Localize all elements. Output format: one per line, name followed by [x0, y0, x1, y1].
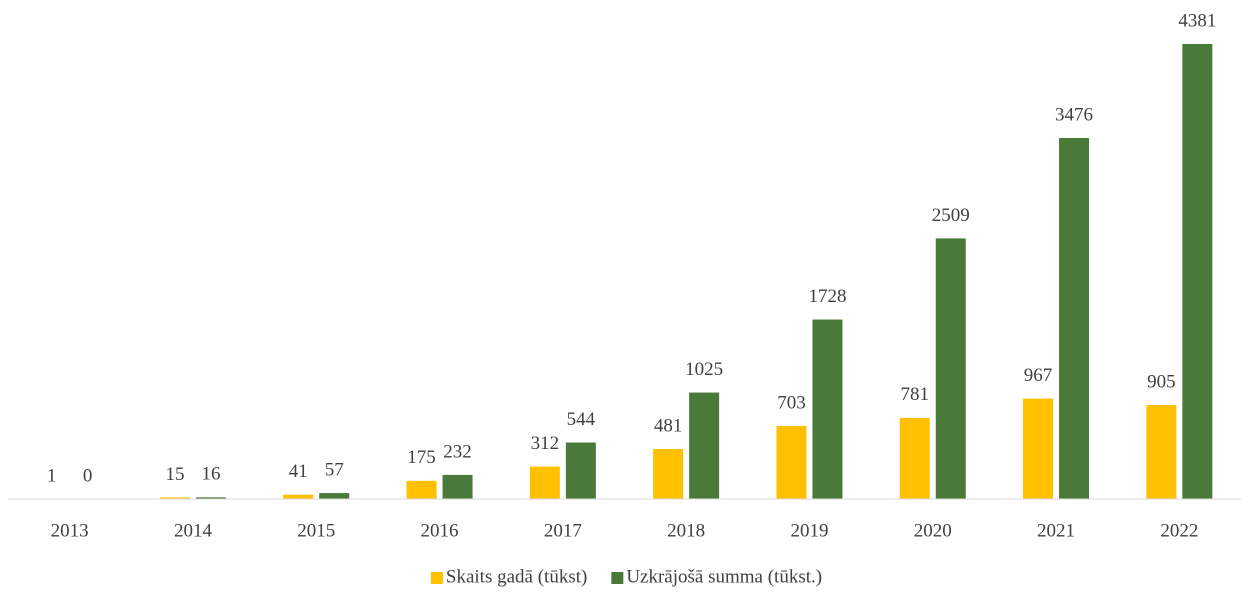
- data-label: 2509: [932, 205, 970, 226]
- x-tick-label: 2015: [297, 520, 335, 541]
- bar: [283, 494, 314, 499]
- bar: [195, 497, 226, 499]
- data-label: 967: [1024, 365, 1053, 386]
- data-label: 312: [531, 433, 560, 454]
- data-label: 1: [47, 465, 57, 486]
- bar: [935, 238, 966, 499]
- data-label: 3476: [1055, 104, 1093, 125]
- bar: [812, 319, 843, 499]
- bar: [1059, 137, 1090, 500]
- legend-swatch: [430, 572, 443, 584]
- x-tick-label: 2021: [1037, 520, 1075, 541]
- data-label: 1728: [808, 286, 846, 307]
- data-label: 544: [567, 409, 596, 430]
- x-tick-label: 2020: [914, 520, 952, 541]
- x-tick-label: 2013: [51, 520, 89, 541]
- bar: [653, 449, 684, 499]
- x-tick-label: 2017: [544, 520, 582, 541]
- data-label: 4381: [1178, 10, 1216, 31]
- x-tick-label: 2014: [174, 520, 213, 541]
- data-label: 175: [407, 447, 436, 468]
- bar: [689, 392, 720, 499]
- data-label: 481: [654, 415, 683, 436]
- bar: [406, 480, 437, 499]
- bar: [319, 493, 350, 499]
- bar: [776, 425, 807, 499]
- bar: [159, 497, 190, 499]
- legend-label: Uzkrājošā summa (tūkst.): [626, 566, 822, 587]
- bar: [565, 442, 596, 499]
- data-label: 232: [443, 441, 472, 462]
- data-label: 15: [165, 464, 184, 485]
- x-tick-label: 2019: [790, 520, 828, 541]
- legend-swatch: [611, 572, 624, 584]
- data-label: 781: [901, 384, 930, 405]
- x-tick-label: 2016: [421, 520, 459, 541]
- data-label: 905: [1147, 371, 1176, 392]
- data-label: 1025: [685, 359, 723, 380]
- legend-label: Skaits gadā (tūkst): [446, 566, 587, 587]
- data-label: 57: [325, 459, 344, 480]
- data-label: 41: [289, 461, 308, 482]
- bar: [1146, 405, 1177, 499]
- bar: [1182, 44, 1213, 499]
- x-tick-label: 2018: [667, 520, 705, 541]
- bar: [442, 474, 473, 499]
- data-label: 16: [201, 464, 220, 485]
- x-tick-label: 2022: [1160, 520, 1198, 541]
- bar: [529, 466, 560, 499]
- bar: [1023, 398, 1054, 499]
- bar: [899, 417, 930, 499]
- data-label: 703: [777, 392, 806, 413]
- data-label: 0: [83, 465, 93, 486]
